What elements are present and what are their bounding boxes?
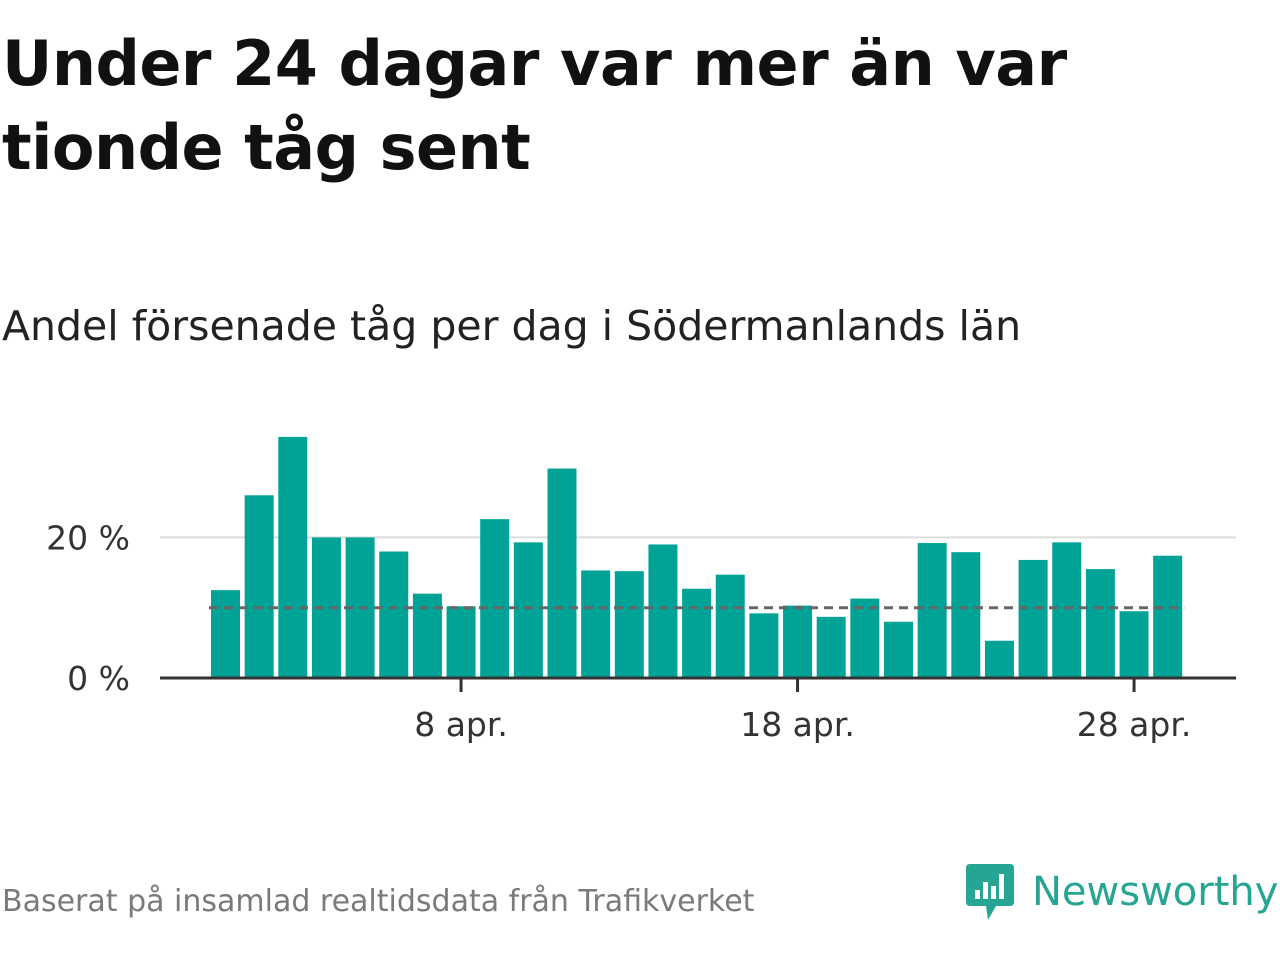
- bar: [480, 519, 510, 678]
- bar: [379, 551, 409, 678]
- brand-name: Newsworthy: [1032, 869, 1279, 915]
- x-tick-label: 28 apr.: [1077, 705, 1192, 744]
- bar: [278, 436, 308, 678]
- bar-chart-speech-bubble-icon: [966, 864, 1014, 920]
- bar: [850, 598, 880, 678]
- bar: [749, 613, 779, 678]
- y-tick-label: 20 %: [46, 518, 130, 557]
- x-tick-label: 18 apr.: [740, 705, 855, 744]
- bar: [682, 588, 712, 678]
- bar: [513, 542, 543, 678]
- bar: [715, 574, 745, 678]
- bar: [1018, 559, 1048, 678]
- bar: [446, 606, 476, 678]
- chart-title: Under 24 dagar var mer än var tionde tåg…: [2, 27, 1067, 184]
- bar: [951, 552, 981, 678]
- bar: [1119, 611, 1149, 678]
- bar: [211, 590, 240, 678]
- source-note: Baserat på insamlad realtidsdata från Tr…: [2, 884, 755, 919]
- bar: [614, 571, 644, 678]
- bar: [1052, 542, 1082, 678]
- bar: [917, 543, 947, 678]
- bar: [984, 640, 1014, 678]
- x-tick-label: 8 apr.: [414, 705, 508, 744]
- bar: [244, 495, 274, 678]
- x-axis: 8 apr. 18 apr. 28 apr.: [160, 676, 1236, 744]
- bar: [648, 544, 678, 678]
- bar: [581, 570, 611, 678]
- bar-chart: 8 apr. 18 apr. 28 apr. 0 % 20 %: [46, 436, 1236, 744]
- bar: [783, 605, 813, 678]
- bars: [211, 436, 1183, 678]
- y-tick-label: 0 %: [67, 659, 130, 698]
- bar: [816, 616, 846, 678]
- bar: [1153, 555, 1183, 678]
- chart-subtitle: Andel försenade tåg per dag i Södermanla…: [2, 302, 1022, 350]
- brand-logo: Newsworthy: [964, 862, 1278, 922]
- bar: [884, 621, 913, 678]
- y-axis-labels: 0 % 20 %: [46, 518, 130, 698]
- bar: [547, 468, 577, 678]
- bar: [1085, 569, 1115, 678]
